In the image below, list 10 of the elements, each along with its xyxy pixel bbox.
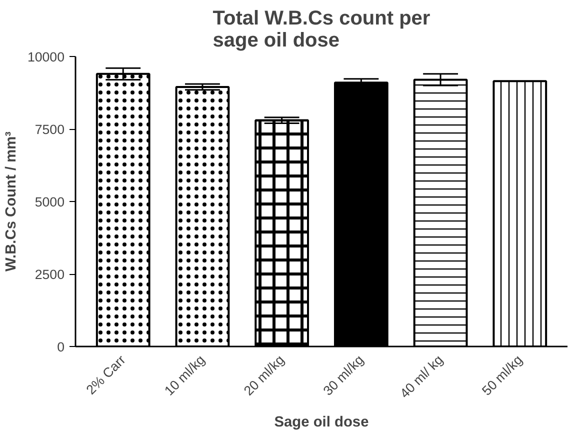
x-tick-label: 2% Carr xyxy=(83,352,129,398)
chart-title: Total W.B.Cs count per sage oil dose xyxy=(212,8,430,52)
x-tick-label: 40 ml/ kg xyxy=(396,352,446,402)
y-tick-label: 7500 xyxy=(34,122,65,137)
y-tick-label: 10000 xyxy=(27,50,64,64)
x-axis-title: Sage oil dose xyxy=(274,414,369,430)
y-tick-label: 5000 xyxy=(34,194,65,210)
y-tick-label: 2500 xyxy=(34,267,65,282)
y-axis-title: W.B.Cs Count / mm³ xyxy=(3,131,20,272)
y-tick-label: 0 xyxy=(57,340,65,354)
